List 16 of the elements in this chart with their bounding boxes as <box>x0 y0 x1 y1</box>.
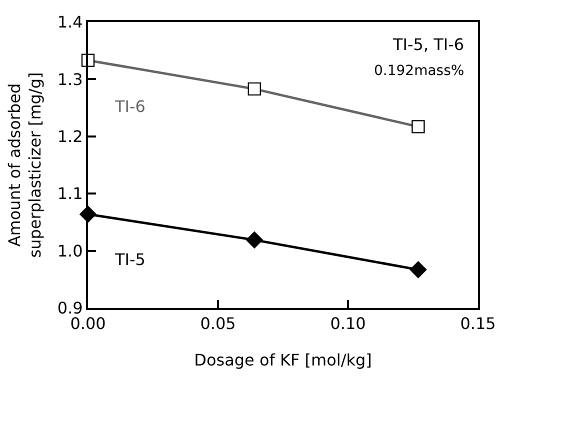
point <box>410 261 427 278</box>
point <box>246 232 263 248</box>
annotation: 0.192mass% <box>374 63 464 79</box>
series-label: TI-6 <box>114 97 146 116</box>
x-tick-label: 0.15 <box>460 314 496 334</box>
x-tick-label: 0.05 <box>200 314 236 334</box>
x-axis-title: Dosage of KF [mol/kg] <box>194 350 372 370</box>
y-tick-label: 1.4 <box>57 12 83 32</box>
y-axis-title: Amount of adsorbed superplasticizer [mg/g] <box>4 72 45 258</box>
series-label: TI-5 <box>114 250 146 269</box>
y-tick-label: 1.2 <box>57 127 83 146</box>
x-tick-label: 0.10 <box>330 314 366 334</box>
y-tick-label: 1.3 <box>57 70 83 89</box>
y-tick-label: 1.0 <box>57 241 83 260</box>
y-tick-label: 1.1 <box>57 184 83 204</box>
annotation: TI-5, TI-6 <box>392 35 464 54</box>
